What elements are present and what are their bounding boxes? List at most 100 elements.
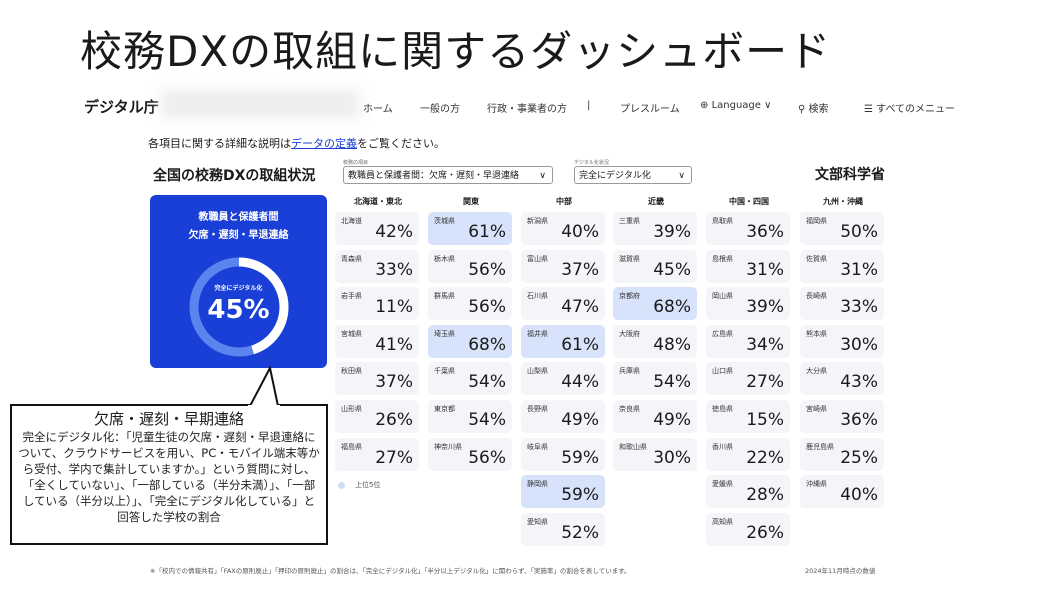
prefecture-card[interactable]: 静岡県 59% [521,475,605,509]
prefecture-value: 54% [468,410,506,430]
prefecture-card[interactable]: 福島県 27% [335,437,419,471]
prefecture-card[interactable]: 福井県 61% [521,324,605,358]
prefecture-card[interactable]: 和歌山県 30% [613,437,697,471]
prefecture-card[interactable]: 福岡県 50% [800,212,884,245]
prefecture-card[interactable]: 滋賀県 45% [613,249,697,283]
prefecture-value: 26% [375,410,413,430]
prefecture-name: 東京都 [434,405,455,413]
prefecture-card[interactable]: 岡山県 39% [706,287,790,321]
legend: 上位5位 [338,480,380,490]
region-header: 北海道・東北 [354,197,402,206]
prefecture-value: 25% [840,447,878,468]
nav-business[interactable]: 行政・事業者の方 [487,104,567,115]
region-header: 中国・四国 [729,197,769,206]
prefecture-value: 15% [746,410,784,430]
prefecture-card[interactable]: 愛知県 52% [521,512,605,546]
prefecture-name: 茨城県 [434,217,455,225]
filter-item-label: 校務の項目 [343,160,369,166]
prefecture-card[interactable]: 熊本県 30% [800,324,884,358]
prefecture-card[interactable]: 新潟県 40% [521,212,605,245]
prefecture-card[interactable]: 埼玉県 68% [428,324,512,358]
prefecture-name: 三重県 [619,217,640,225]
prefecture-name: 長崎県 [806,292,827,301]
prefecture-card[interactable]: 宮崎県 36% [800,400,884,433]
prefecture-name: 福岡県 [806,217,827,225]
prefecture-card[interactable]: 岩手県 11% [335,287,419,321]
prefecture-value: 49% [561,410,599,430]
prefecture-card[interactable]: 山形県 26% [335,400,419,433]
prefecture-card[interactable]: 奈良県 49% [613,400,697,433]
nav-search[interactable]: ⚲ 検索 [798,104,829,115]
site-logo[interactable]: デジタル庁 [84,98,159,116]
prefecture-card[interactable]: 秋田県 37% [335,362,419,396]
prefecture-name: 愛知県 [527,517,548,526]
prefecture-card[interactable]: 栃木県 56% [428,249,512,283]
prefecture-name: 富山県 [527,254,548,263]
prefecture-card[interactable]: 群馬県 56% [428,287,512,321]
prefecture-card[interactable]: 山梨県 44% [521,362,605,396]
prefecture-value: 39% [746,297,784,318]
nav-language[interactable]: ⊕ Language ∨ [700,100,772,111]
prefecture-name: 岡山県 [712,292,733,301]
legend-swatch [338,481,345,489]
prefecture-card[interactable]: 鹿児島県 25% [800,437,884,471]
nav-menu[interactable]: ☰ すべてのメニュー [864,104,956,115]
prefecture-card[interactable]: 茨城県 61% [428,212,512,245]
prefecture-name: 京都府 [619,292,640,301]
summary-value: 45% [207,295,270,325]
prefecture-card[interactable]: 高知県 26% [706,512,790,546]
chevron-down-icon: ∨ [678,171,685,181]
prefecture-name: 宮城県 [341,329,362,338]
nav-press[interactable]: プレスルーム [620,104,680,115]
prefecture-card[interactable]: 兵庫県 54% [613,362,697,396]
prefecture-card[interactable]: 三重県 39% [613,212,697,245]
prefecture-name: 山形県 [341,405,362,413]
prefecture-value: 11% [375,297,413,318]
prefecture-value: 26% [746,522,784,543]
prefecture-card[interactable]: 沖縄県 40% [800,475,884,509]
prefecture-value: 33% [375,259,413,280]
prefecture-card[interactable]: 広島県 34% [706,324,790,358]
prefecture-name: 福井県 [527,329,548,338]
data-definition-link[interactable]: データの定義 [291,137,357,150]
summary-line2: 欠席・遅刻・早退連絡 [188,230,289,241]
prefecture-name: 兵庫県 [619,367,640,376]
prefecture-card[interactable]: 東京都 54% [428,400,512,433]
prefecture-card[interactable]: 宮城県 41% [335,324,419,358]
prefecture-card[interactable]: 愛媛県 28% [706,475,790,509]
region-header: 関東 [463,197,479,206]
prefecture-name: 和歌山県 [619,442,647,451]
prefecture-value: 36% [746,222,784,242]
prefecture-card[interactable]: 千葉県 54% [428,362,512,396]
filter-status-label: デジタル化状況 [574,160,609,166]
prefecture-card[interactable]: 香川県 22% [706,437,790,471]
prefecture-card[interactable]: 神奈川県 56% [428,437,512,471]
prefecture-name: 秋田県 [341,367,362,376]
prefecture-card[interactable]: 長野県 49% [521,400,605,433]
ministry-label: 文部科学省 [815,167,885,183]
prefecture-card[interactable]: 鳥取県 36% [706,212,790,245]
prefecture-name: 岐阜県 [527,442,548,451]
menu-icon: ☰ [864,104,877,115]
prefecture-card[interactable]: 山口県 27% [706,362,790,396]
prefecture-card[interactable]: 富山県 37% [521,249,605,283]
nav-general[interactable]: 一般の方 [420,104,460,115]
prefecture-card[interactable]: 岐阜県 59% [521,437,605,471]
prefecture-card[interactable]: 青森県 33% [335,249,419,283]
prefecture-card[interactable]: 徳島県 15% [706,400,790,433]
prefecture-name: 新潟県 [527,217,548,225]
prefecture-card[interactable]: 佐賀県 31% [800,249,884,283]
prefecture-card[interactable]: 大阪府 48% [613,324,697,358]
prefecture-card[interactable]: 大分県 43% [800,362,884,396]
prefecture-card[interactable]: 京都府 68% [613,287,697,321]
prefecture-card[interactable]: 島根県 31% [706,249,790,283]
prefecture-name: 山梨県 [527,367,548,376]
prefecture-name: 栃木県 [434,254,455,263]
item-select[interactable]: 教職員と保護者間：欠席・遅刻・早退連絡 ∨ [343,166,553,184]
prefecture-card[interactable]: 長崎県 33% [800,287,884,321]
prefecture-value: 49% [653,410,691,430]
prefecture-card[interactable]: 北海道 42% [335,212,419,245]
nav-home[interactable]: ホーム [363,104,393,115]
status-select[interactable]: 完全にデジタル化 ∨ [574,166,692,184]
prefecture-card[interactable]: 石川県 47% [521,287,605,321]
